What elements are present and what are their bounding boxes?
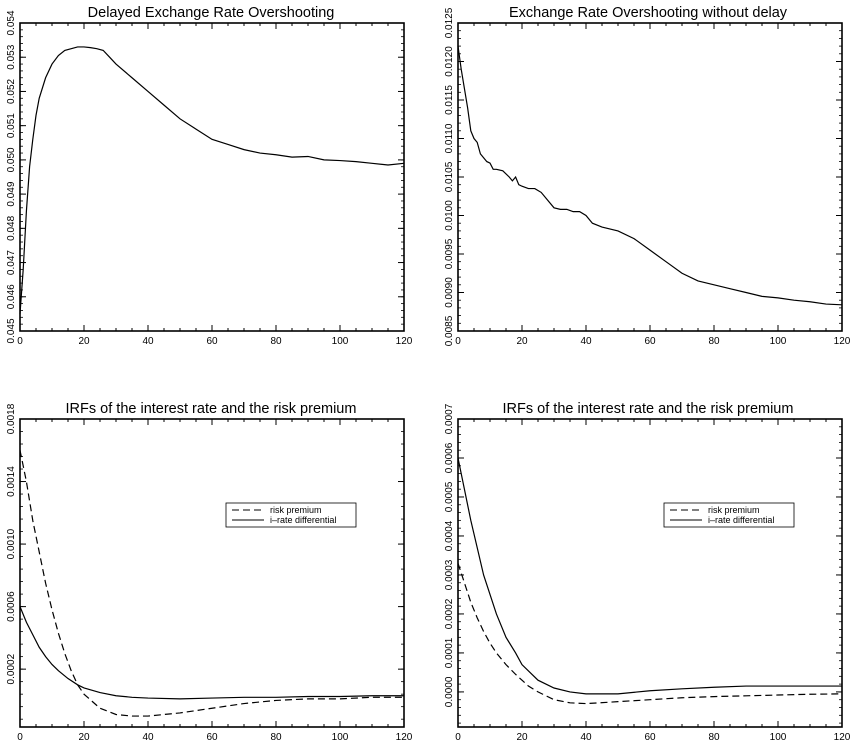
x-tick-label: 120 bbox=[834, 732, 851, 743]
chart-panel-1: Delayed Exchange Rate Overshooting 0 20 40… bbox=[6, 5, 413, 347]
x-tick-label: 80 bbox=[708, 732, 720, 743]
x-tick-label: 100 bbox=[770, 336, 787, 347]
x-tick-label: 120 bbox=[396, 732, 413, 743]
chart-title: Delayed Exchange Rate Overshooting bbox=[88, 5, 335, 21]
x-tick-label: 100 bbox=[332, 336, 349, 347]
x-tick-label: 20 bbox=[78, 336, 90, 347]
legend-box bbox=[225, 502, 357, 528]
chart-title: IRFs of the interest rate and the risk p… bbox=[66, 401, 357, 417]
y-tick-label: 0.0004 bbox=[444, 520, 455, 551]
x-tick-label: 60 bbox=[644, 336, 656, 347]
y-tick-label: 0.0010 bbox=[6, 528, 17, 559]
y-tick-label: 0.052 bbox=[6, 78, 17, 103]
y-tick-label: 0.0003 bbox=[444, 559, 455, 590]
y-tick-label: 0.0085 bbox=[444, 315, 455, 346]
x-tick-label: 60 bbox=[644, 732, 656, 743]
y-tick-label: 0.0000 bbox=[444, 676, 455, 707]
x-tick-label: 20 bbox=[78, 732, 90, 743]
y-tick-label: 0.0095 bbox=[444, 238, 455, 269]
x-tick-label: 0 bbox=[17, 336, 23, 347]
y-tick-label: 0.0005 bbox=[444, 481, 455, 512]
legend-box bbox=[663, 502, 795, 528]
y-tick-label: 0.045 bbox=[6, 318, 17, 343]
y-tick-label: 0.0115 bbox=[444, 85, 455, 115]
y-tick-label: 0.0125 bbox=[444, 7, 455, 38]
chart-panel-4: IRFs of the interest rate and the risk p… bbox=[444, 401, 851, 743]
chart-panel-3: IRFs of the interest rate and the risk p… bbox=[6, 401, 413, 743]
y-tick-label: 0.048 bbox=[6, 215, 17, 240]
y-tick-label: 0.0006 bbox=[444, 442, 455, 473]
series-line-solid bbox=[19, 46, 405, 314]
y-tick-label: 0.0120 bbox=[444, 46, 455, 77]
x-tick-label: 80 bbox=[270, 336, 282, 347]
legend-label: risk premium bbox=[270, 505, 322, 515]
x-tick-label: 60 bbox=[206, 732, 218, 743]
series-line-dashed bbox=[19, 450, 404, 717]
y-tick-label: 0.051 bbox=[6, 113, 17, 138]
x-tick-label: 20 bbox=[516, 732, 528, 743]
legend-label: i–rate differential bbox=[708, 515, 774, 525]
y-tick-label: 0.0001 bbox=[444, 637, 455, 668]
legend-label: risk premium bbox=[708, 505, 760, 515]
series-line-solid bbox=[19, 606, 404, 700]
x-tick-label: 20 bbox=[516, 336, 528, 347]
y-tick-label: 0.0018 bbox=[6, 403, 17, 434]
x-tick-label: 40 bbox=[580, 732, 592, 743]
y-tick-label: 0.049 bbox=[6, 181, 17, 206]
y-tick-label: 0.0007 bbox=[444, 403, 455, 434]
x-tick-label: 0 bbox=[455, 732, 461, 743]
series-line-solid bbox=[457, 46, 843, 306]
x-tick-label: 60 bbox=[206, 336, 218, 347]
x-tick-label: 100 bbox=[770, 732, 787, 743]
chart-title: Exchange Rate Overshooting without delay bbox=[509, 5, 788, 21]
y-tick-label: 0.0090 bbox=[444, 277, 455, 308]
y-tick-label: 0.0014 bbox=[6, 466, 17, 497]
x-tick-label: 40 bbox=[142, 336, 154, 347]
y-tick-label: 0.0002 bbox=[6, 653, 17, 684]
legend-label: i–rate differential bbox=[270, 515, 336, 525]
series-line-dashed bbox=[457, 563, 843, 705]
y-tick-label: 0.0002 bbox=[444, 598, 455, 629]
plot-frame bbox=[19, 418, 405, 728]
y-tick-label: 0.0006 bbox=[6, 591, 17, 622]
y-tick-label: 0.0100 bbox=[444, 200, 455, 231]
x-tick-label: 100 bbox=[332, 732, 349, 743]
x-tick-label: 40 bbox=[580, 336, 592, 347]
y-tick-label: 0.047 bbox=[6, 250, 17, 275]
x-tick-label: 0 bbox=[455, 336, 461, 347]
chart-panel-2: Exchange Rate Overshooting without delay… bbox=[444, 5, 851, 347]
y-tick-label: 0.053 bbox=[6, 44, 17, 69]
y-tick-label: 0.046 bbox=[6, 284, 17, 309]
y-tick-label: 0.054 bbox=[6, 10, 17, 35]
chart-title: IRFs of the interest rate and the risk p… bbox=[503, 401, 794, 417]
plot-frame bbox=[457, 418, 843, 728]
y-tick-label: 0.050 bbox=[6, 147, 17, 172]
x-tick-label: 80 bbox=[708, 336, 720, 347]
x-tick-label: 0 bbox=[17, 732, 23, 743]
series-line-solid bbox=[457, 457, 842, 695]
y-tick-label: 0.0105 bbox=[444, 161, 455, 192]
x-tick-label: 120 bbox=[834, 336, 851, 347]
x-tick-label: 40 bbox=[142, 732, 154, 743]
x-tick-label: 120 bbox=[396, 336, 413, 347]
x-tick-label: 80 bbox=[270, 732, 282, 743]
plot-frame bbox=[19, 22, 405, 332]
y-tick-label: 0.0110 bbox=[444, 123, 455, 153]
